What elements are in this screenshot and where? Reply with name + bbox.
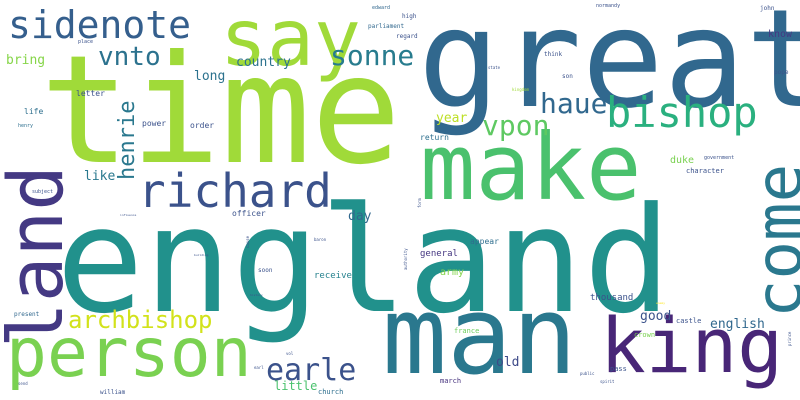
word-time: time	[40, 24, 402, 198]
word-country: country	[236, 55, 291, 70]
word-church: church	[318, 388, 344, 396]
word-power: power	[142, 119, 167, 128]
word-duke: duke	[670, 155, 695, 166]
word-cause: cause	[245, 235, 250, 248]
word-prince: prince	[787, 331, 792, 346]
word-vpon: vpon	[482, 109, 550, 142]
word-receive: receive	[314, 271, 352, 281]
word-enemy: enemy	[656, 301, 666, 305]
word-richard: richard	[138, 164, 332, 218]
word-form: form	[417, 198, 422, 208]
word-send: send	[18, 381, 28, 386]
word-sidenote: sidenote	[8, 3, 192, 47]
word-edward: edward	[372, 5, 391, 11]
word-good: good	[640, 309, 672, 324]
word-general: general	[420, 249, 458, 259]
word-order: order	[190, 121, 215, 130]
word-character: character	[686, 167, 724, 175]
word-say: say	[220, 0, 361, 84]
word-haue: haue	[540, 87, 608, 120]
word-normandy: normandy	[596, 3, 621, 9]
word-subject: subject	[32, 189, 54, 195]
word-english: english	[710, 317, 765, 332]
word-state: state	[488, 65, 501, 70]
word-life: life	[24, 107, 44, 116]
word-king: king	[600, 301, 784, 390]
word-baron: baron	[314, 237, 327, 242]
word-great: great	[418, 0, 800, 139]
word-earl: earl	[254, 365, 264, 370]
word-government: government	[704, 155, 735, 161]
word-high: high	[402, 13, 417, 20]
word-man: man	[382, 274, 578, 399]
word-crown: crown	[634, 331, 656, 339]
word-pope: pope	[774, 69, 789, 76]
word-earle: earle	[266, 353, 357, 388]
word-make: make	[420, 114, 642, 221]
word-pass: pass	[610, 365, 627, 373]
word-william: william	[100, 389, 126, 396]
word-vnto: vnto	[98, 42, 161, 72]
word-spirit: spirit	[600, 379, 615, 384]
word-know: know	[768, 29, 793, 40]
word-john: john	[760, 5, 775, 12]
word-archbishop: archbishop	[68, 306, 213, 334]
word-history: history	[250, 293, 263, 297]
word-bring: bring	[6, 53, 46, 68]
word-influence: influence	[120, 213, 137, 217]
word-regard: regard	[396, 33, 418, 40]
word-person: person	[6, 314, 252, 393]
word-son: son	[562, 73, 573, 80]
word-public: public	[580, 371, 595, 376]
word-castle: castle	[676, 317, 702, 325]
word-appear: appear	[470, 237, 499, 246]
word-officer: officer	[232, 209, 266, 218]
word-henrie: henrie	[115, 100, 140, 180]
word-march: march	[440, 377, 462, 385]
word-bishop: bishop	[606, 88, 758, 137]
word-place: place	[78, 39, 94, 45]
word-soon: soon	[258, 267, 273, 274]
word-think: think	[544, 51, 563, 58]
word-sonne: sonne	[330, 39, 415, 72]
word-thousand: thousand	[590, 293, 634, 303]
word-vol: vol	[286, 351, 294, 356]
word-france: france	[454, 327, 480, 335]
word-year: year	[436, 111, 468, 126]
word-day: day	[348, 209, 372, 224]
word-building: building	[194, 253, 209, 257]
word-letter: letter	[76, 89, 105, 98]
word-old: old	[496, 355, 520, 370]
word-like: like	[84, 169, 116, 184]
word-england: england	[56, 176, 672, 346]
word-come: come	[743, 163, 800, 318]
word-authority: authority	[403, 248, 408, 270]
word-present: present	[14, 311, 40, 318]
word-army: army	[440, 267, 465, 278]
word-long: long	[194, 69, 226, 84]
word-parliament: parliament	[368, 23, 405, 30]
word-henry: henry	[18, 123, 34, 129]
word-kingdom: kingdom	[512, 87, 529, 92]
word-little: little	[274, 379, 318, 393]
word-return: return	[420, 133, 449, 142]
